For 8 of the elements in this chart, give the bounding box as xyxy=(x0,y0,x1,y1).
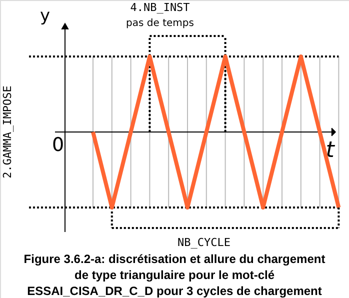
x-axis-title: t xyxy=(326,138,336,163)
text: NB_CYCLE xyxy=(178,236,230,249)
text: pas de temps xyxy=(126,18,194,29)
y-axis-title: y xyxy=(40,6,50,26)
text: Figure 3.6.2-a: discrétisation et allure du chargement de type triangulaire pour le mot-clé ESSAI_CISA_DR_C_D pour 3 cycles de chargement xyxy=(24,252,326,298)
text: 4.NB_INST xyxy=(130,1,190,14)
text: 2.GAMMA_IMPOSE xyxy=(1,86,14,178)
text: 0 xyxy=(52,134,64,156)
